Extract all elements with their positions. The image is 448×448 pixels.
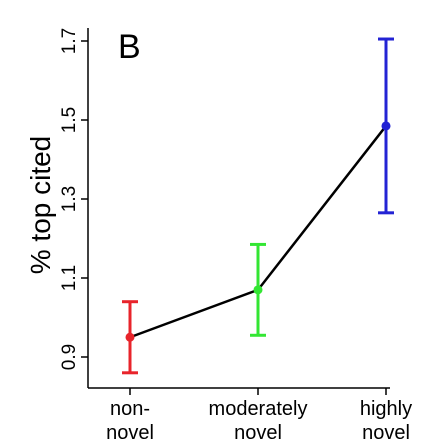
- axes: 0.91.11.31.51.7non-novelmoderatelynovelh…: [59, 28, 412, 444]
- data-point: [253, 285, 263, 295]
- x-tick-label: moderately: [209, 398, 308, 420]
- y-axis-label: % top cited: [25, 136, 56, 275]
- y-tick-label: 1.7: [59, 28, 80, 54]
- x-tick-label: highly: [360, 398, 412, 420]
- x-tick-label: novel: [234, 422, 282, 444]
- data-point: [125, 332, 135, 342]
- x-tick-label: non-: [110, 398, 150, 420]
- chart-marks: [122, 37, 394, 375]
- y-tick-label: 1.3: [59, 186, 80, 212]
- y-tick-label: 1.5: [59, 107, 80, 133]
- data-point: [381, 121, 391, 131]
- y-tick-label: 0.9: [59, 344, 80, 370]
- x-tick-label: novel: [106, 422, 154, 444]
- y-tick-label: 1.1: [59, 265, 80, 291]
- x-tick-label: novel: [362, 422, 410, 444]
- panel-label: B: [118, 28, 141, 66]
